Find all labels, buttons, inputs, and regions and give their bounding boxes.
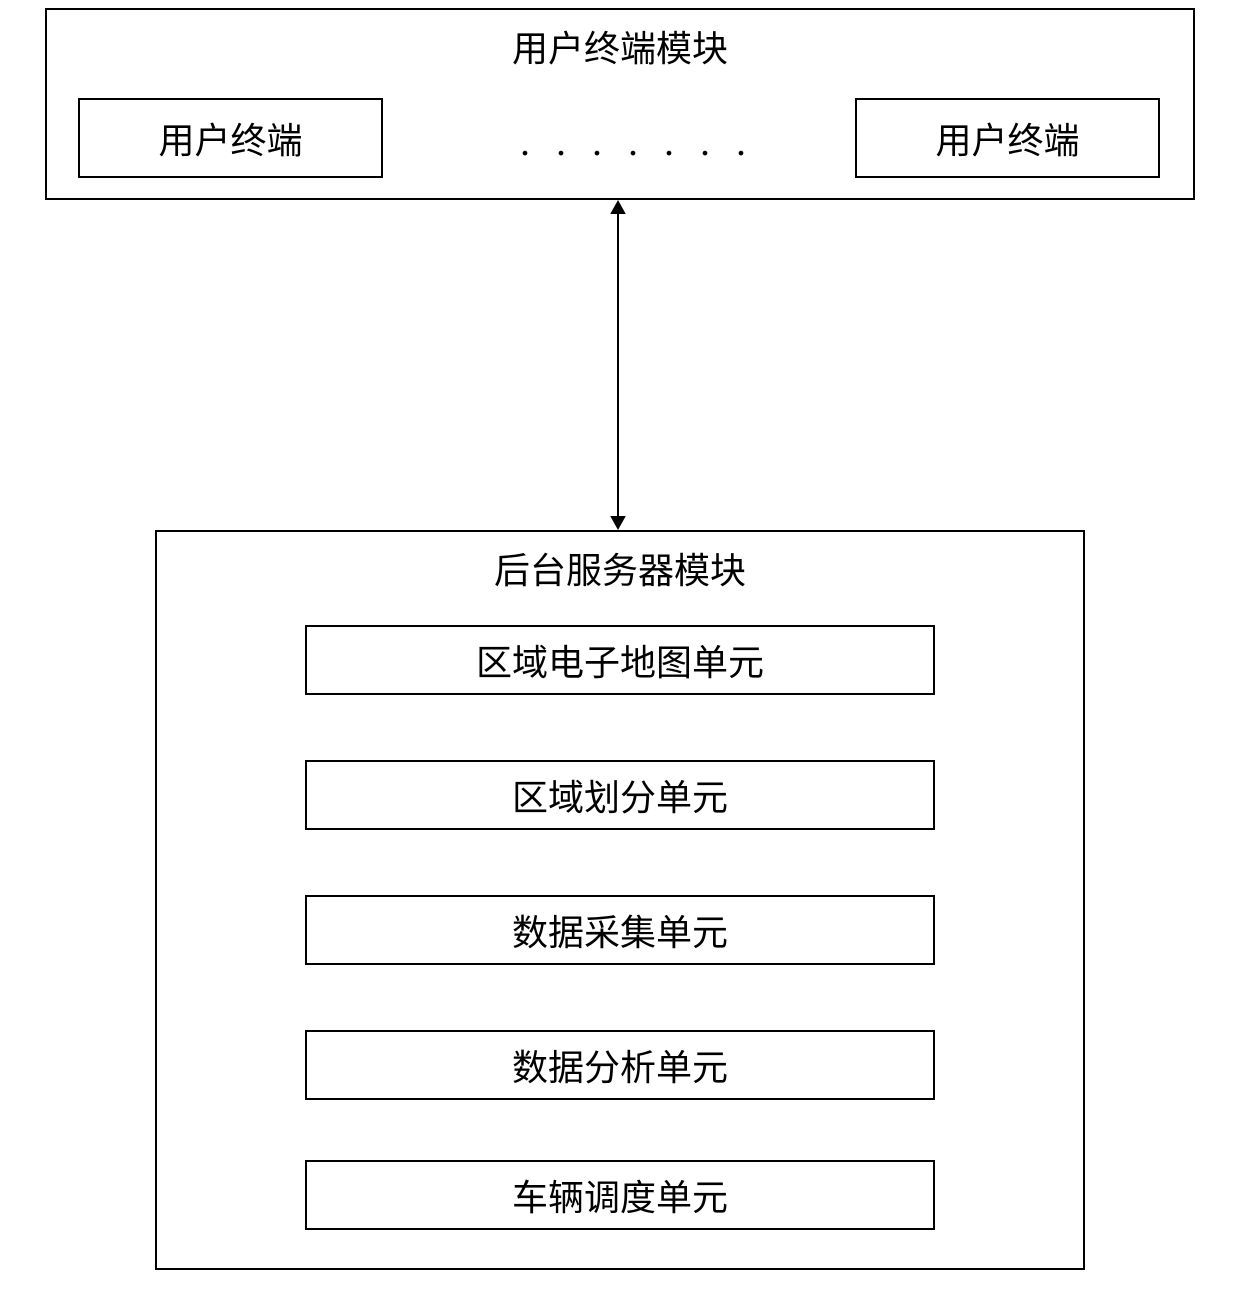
top-module-title: 用户终端模块 [47,10,1193,72]
server-unit-box: 区域划分单元 [305,760,935,830]
server-unit-box: 数据分析单元 [305,1030,935,1100]
server-unit-box: 车辆调度单元 [305,1160,935,1230]
server-unit-box: 区域电子地图单元 [305,625,935,695]
user-terminal-box: 用户终端 [855,98,1160,178]
user-terminal-box: 用户终端 [78,98,383,178]
bottom-module-title: 后台服务器模块 [157,532,1083,594]
system-diagram: 用户终端模块 . . . . . . . 后台服务器模块 用户终端 用户终端区域电… [0,0,1240,1314]
connector-arrow [598,200,638,530]
server-unit-box: 数据采集单元 [305,895,935,965]
ellipsis-dots: . . . . . . . [520,118,754,165]
